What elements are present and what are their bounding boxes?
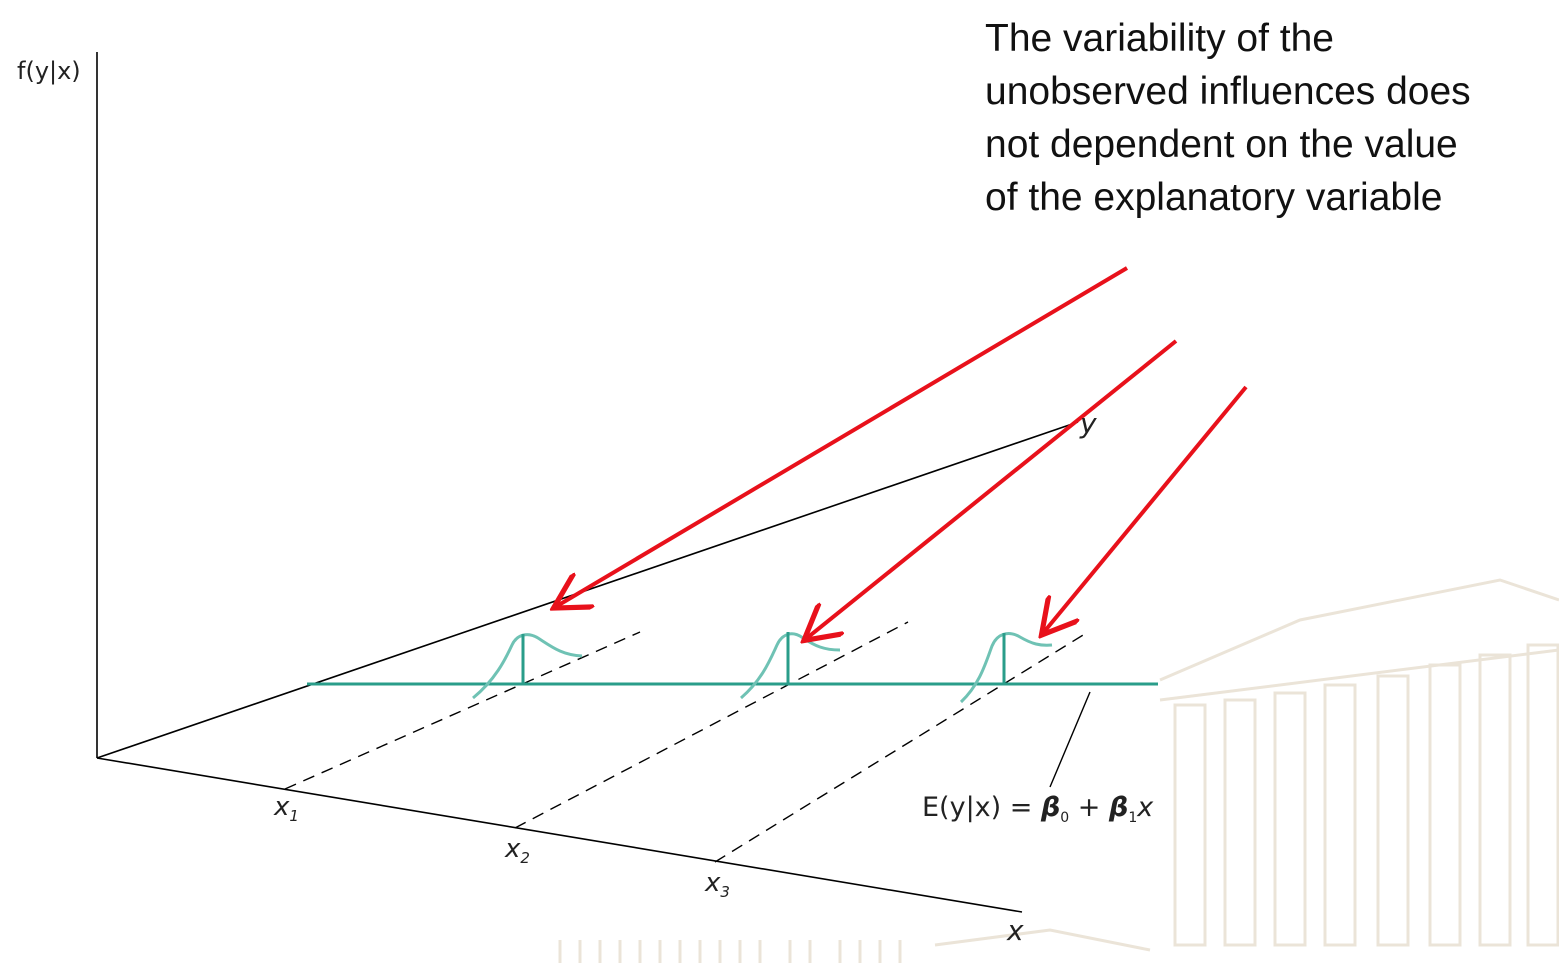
density-curve-1 bbox=[472, 633, 583, 700]
annotation-text: The variability of the unobserved influe… bbox=[985, 12, 1555, 224]
horizontal-axis-label: x bbox=[1006, 914, 1024, 947]
x-tick-label-3: x3 bbox=[704, 868, 730, 901]
x-tick-label-2: x2 bbox=[504, 834, 530, 867]
dashed-guide-x2 bbox=[514, 621, 909, 829]
annotation-line: The variability of the bbox=[985, 17, 1335, 60]
depth-axis-label: y bbox=[1079, 407, 1097, 440]
annotation-line: of the explanatory variable bbox=[985, 176, 1443, 219]
vertical-axis-label: f(y|x) bbox=[17, 57, 81, 85]
arrows bbox=[557, 266, 1248, 638]
arrow-icon bbox=[807, 339, 1178, 638]
density-curves bbox=[472, 632, 1053, 704]
dashed-guide-x1 bbox=[284, 631, 641, 790]
arrow-icon bbox=[557, 266, 1129, 606]
annotation-line: not dependent on the value bbox=[985, 123, 1458, 166]
axes bbox=[96, 52, 1079, 913]
formula-leader-line bbox=[1049, 691, 1091, 788]
annotation-line: unobserved influences does bbox=[985, 70, 1471, 113]
regression-formula: E(y|x) = β0 + β1x bbox=[922, 792, 1154, 826]
density-curve-3 bbox=[959, 632, 1053, 704]
horizontal-axis bbox=[96, 757, 1023, 913]
dashed-guides bbox=[284, 621, 1089, 863]
x-tick-label-1: x1 bbox=[273, 792, 299, 825]
density-curve-2 bbox=[740, 632, 841, 700]
arrow-icon bbox=[1044, 385, 1248, 632]
background-building-watermark bbox=[558, 578, 1559, 963]
dashed-guide-x3 bbox=[714, 631, 1089, 863]
